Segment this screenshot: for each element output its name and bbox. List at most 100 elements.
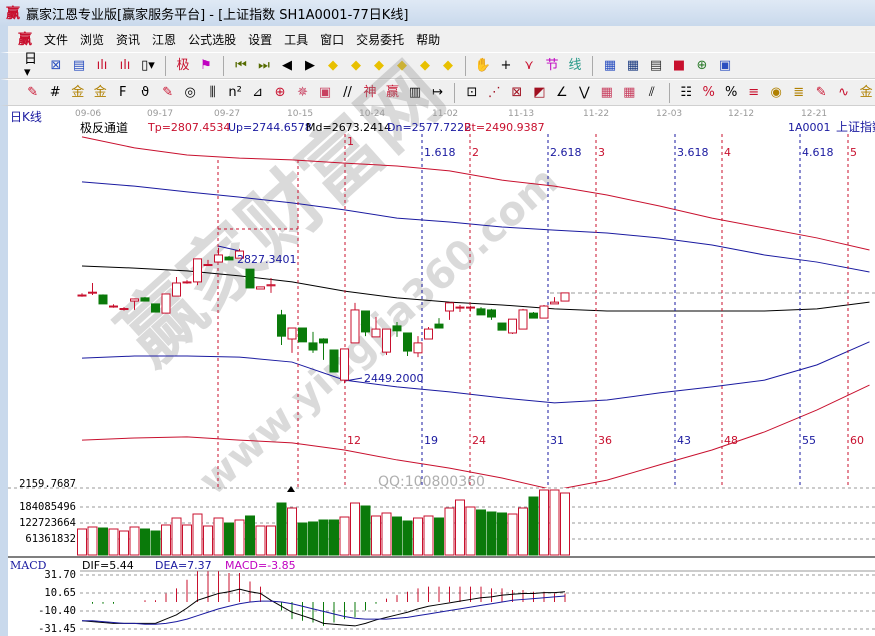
calculator-icon[interactable]: ▦	[626, 58, 640, 73]
candle-body[interactable]	[298, 327, 307, 343]
expand-icon[interactable]: ◆	[374, 58, 384, 73]
percent-line-icon[interactable]: %	[702, 85, 715, 100]
right-arrow-icon[interactable]: ▶	[305, 58, 315, 73]
ladder-icon[interactable]: ▥	[408, 85, 422, 100]
candle-body[interactable]	[392, 325, 402, 332]
section-icon[interactable]: 节	[545, 58, 559, 73]
n2-icon[interactable]: n²	[228, 85, 242, 100]
lines-icon[interactable]: ⫼	[209, 85, 216, 100]
spiral-icon[interactable]: ϑ	[141, 85, 150, 100]
notes-icon[interactable]: ▤	[72, 58, 86, 73]
line-icon[interactable]: ⋎	[524, 58, 534, 73]
candle-body[interactable]	[487, 309, 496, 318]
v-icon[interactable]: ⋁	[579, 85, 590, 100]
gold2-icon[interactable]: 金	[93, 85, 107, 100]
candle-body[interactable]	[382, 328, 391, 353]
square-icon[interactable]: ▣	[318, 85, 332, 100]
candle-body[interactable]	[277, 314, 286, 337]
wave-icon[interactable]: ∿	[838, 85, 850, 100]
nav-right-icon[interactable]: ◆	[351, 58, 361, 73]
candle-type-dropdown[interactable]: ▯▾	[141, 58, 155, 73]
grid-box-icon[interactable]: ▦	[600, 85, 613, 100]
hand-icon[interactable]: ✋	[474, 58, 492, 73]
nav-left-icon[interactable]: ◆	[328, 58, 338, 73]
menu-item-4[interactable]: 公式选股	[188, 32, 237, 47]
shrink-icon[interactable]: ◆	[397, 58, 407, 73]
candle-body[interactable]	[235, 250, 244, 259]
candle-body[interactable]	[140, 297, 150, 302]
network-icon[interactable]: ⊕	[696, 58, 708, 73]
candle-body[interactable]	[340, 348, 349, 381]
fan-icon[interactable]: ⋰	[487, 85, 501, 100]
connect-icon[interactable]: ▣	[718, 58, 732, 73]
candle-body[interactable]	[109, 305, 118, 308]
report-icon[interactable]: ▤	[649, 58, 663, 73]
indicator9-icon[interactable]: ılı	[119, 58, 131, 73]
candle-body[interactable]	[350, 309, 360, 344]
percent-icon[interactable]: %	[725, 85, 738, 100]
candle-body[interactable]	[424, 328, 433, 340]
candle-body[interactable]	[319, 338, 328, 344]
gold-lines-icon[interactable]: ≣	[793, 85, 805, 100]
candle-body[interactable]	[98, 294, 108, 305]
candle-body[interactable]	[455, 306, 465, 309]
f-icon[interactable]: F	[118, 85, 127, 100]
ruler-pen-icon[interactable]: ✎	[162, 85, 174, 100]
fan-box-icon[interactable]: ⊠	[511, 85, 523, 100]
candle-body[interactable]	[256, 286, 265, 290]
god-icon[interactable]: 神	[363, 85, 377, 100]
candle-body[interactable]	[550, 301, 559, 305]
candle-body[interactable]	[161, 293, 171, 314]
target-icon[interactable]: ⊕	[274, 85, 286, 100]
last-icon[interactable]: ⏭	[258, 58, 270, 73]
first-icon[interactable]: ⏮	[235, 58, 247, 73]
table-icon[interactable]: ☷	[680, 85, 693, 100]
candle-body[interactable]	[529, 312, 538, 319]
flag-icon[interactable]: ⚑	[200, 58, 212, 73]
candle-body[interactable]	[403, 332, 412, 352]
menu-item-7[interactable]: 窗口	[320, 32, 345, 47]
gold-circle-icon[interactable]: ◉	[770, 85, 782, 100]
angle-icon[interactable]: ⊿	[252, 85, 264, 100]
candle-body[interactable]	[445, 302, 454, 312]
menu-item-6[interactable]: 工具	[284, 32, 309, 47]
circle-icon[interactable]: ◎	[184, 85, 196, 100]
candle-body[interactable]	[88, 291, 97, 294]
menu-item-5[interactable]: 设置	[248, 32, 273, 47]
candle-body[interactable]	[214, 254, 223, 263]
extreme-icon[interactable]: 极	[176, 58, 190, 73]
brush-icon[interactable]: ✎	[815, 85, 827, 100]
menu-logo-icon[interactable]: 赢	[18, 32, 32, 48]
candle-body[interactable]	[203, 264, 213, 267]
candle-body[interactable]	[308, 342, 318, 351]
candle-body[interactable]	[151, 303, 160, 313]
grid-box2-icon[interactable]: ▦	[623, 85, 636, 100]
candle-body[interactable]	[193, 258, 202, 283]
pen-icon[interactable]: ✎	[27, 85, 39, 100]
candle-body[interactable]	[476, 308, 486, 316]
angle-lines-icon[interactable]: ∠	[556, 85, 568, 100]
candle-body[interactable]	[77, 294, 87, 297]
candle-body[interactable]	[130, 298, 139, 302]
candle-body[interactable]	[287, 327, 297, 340]
grid-icon[interactable]: #	[49, 85, 61, 100]
chart-icon[interactable]: ⊠	[50, 58, 62, 73]
candle-body[interactable]	[497, 322, 507, 331]
candle-body[interactable]	[266, 284, 276, 287]
candle-body[interactable]	[182, 281, 192, 284]
candle-body[interactable]	[224, 256, 234, 261]
win-icon[interactable]: 赢	[385, 85, 399, 100]
indicator3-icon[interactable]: ılı	[96, 58, 108, 73]
calendar-icon[interactable]: ▦	[603, 58, 617, 73]
star-icon[interactable]: ✵	[297, 85, 308, 100]
candle-body[interactable]	[361, 310, 370, 333]
zoom-in-icon[interactable]: ◆	[420, 58, 430, 73]
parallel-icon[interactable]: //	[343, 85, 352, 100]
crosshair-icon[interactable]: +	[500, 58, 512, 73]
zoom-out-icon[interactable]: ◆	[443, 58, 453, 73]
menu-item-3[interactable]: 江恩	[152, 32, 177, 47]
candle-body[interactable]	[518, 309, 528, 330]
left-arrow-icon[interactable]: ◀	[282, 58, 292, 73]
candle-body[interactable]	[508, 318, 517, 334]
menu-item-2[interactable]: 资讯	[116, 32, 141, 47]
